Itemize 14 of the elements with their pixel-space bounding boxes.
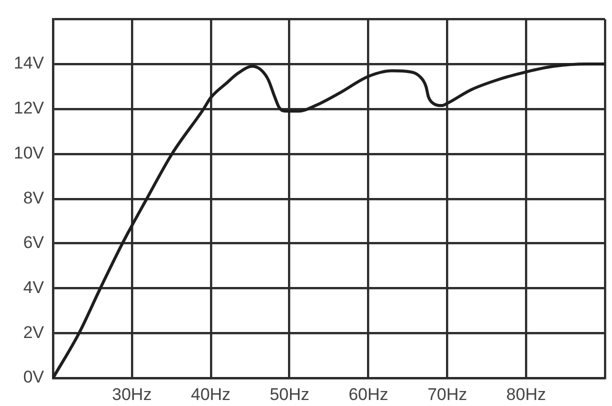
y-tick-label: 2V <box>23 322 45 342</box>
x-tick-label: 80Hz <box>506 384 546 404</box>
y-tick-label: 8V <box>23 188 45 208</box>
x-tick-label: 50Hz <box>270 384 310 404</box>
x-tick-label: 70Hz <box>427 384 468 404</box>
x-tick-label: 60Hz <box>348 384 388 404</box>
y-tick-label: 12V <box>14 98 45 118</box>
y-tick-label: 4V <box>23 278 45 297</box>
x-tick-label: 30Hz <box>112 384 152 404</box>
x-tick-label: 40Hz <box>190 384 231 404</box>
y-tick-label: 0V <box>23 368 45 387</box>
y-tick-label: 14V <box>14 54 45 73</box>
y-tick-label: 10V <box>14 143 45 162</box>
y-tick-label: 6V <box>23 233 45 252</box>
